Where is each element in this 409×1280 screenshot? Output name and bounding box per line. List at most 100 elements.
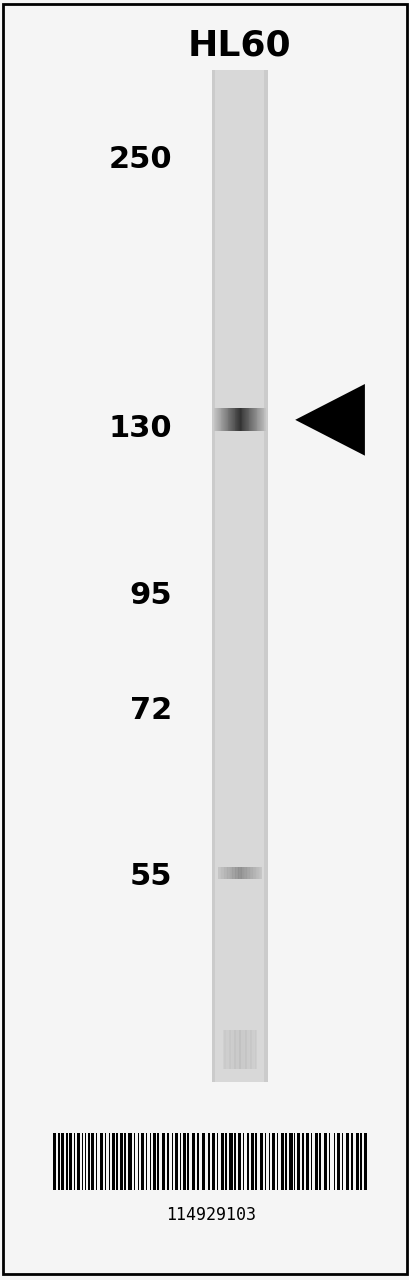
Bar <box>252 1030 253 1069</box>
Bar <box>228 867 229 879</box>
Bar <box>226 408 227 431</box>
Bar <box>248 867 249 879</box>
Bar <box>235 1030 236 1069</box>
Bar <box>235 867 236 879</box>
Bar <box>258 408 260 431</box>
Polygon shape <box>294 384 364 456</box>
Bar <box>53 1133 56 1190</box>
Bar <box>242 408 243 431</box>
Bar <box>215 408 216 431</box>
Bar <box>241 867 243 879</box>
Bar <box>238 867 239 879</box>
Bar <box>222 408 223 431</box>
Bar <box>124 1133 126 1190</box>
Bar <box>233 1030 234 1069</box>
Bar <box>319 1133 320 1190</box>
Bar <box>162 1133 165 1190</box>
Bar <box>220 408 221 431</box>
Bar <box>232 1030 233 1069</box>
Bar <box>276 1133 278 1190</box>
Bar <box>228 408 229 431</box>
Bar <box>243 408 244 431</box>
Bar <box>239 408 240 431</box>
Bar <box>310 1133 311 1190</box>
Bar <box>249 408 250 431</box>
Bar <box>91 1133 94 1190</box>
Bar <box>137 1133 139 1190</box>
Bar <box>263 70 267 1082</box>
Bar <box>166 1133 168 1190</box>
Bar <box>247 867 248 879</box>
Bar <box>258 867 259 879</box>
Bar <box>182 1133 185 1190</box>
Bar <box>236 1030 237 1069</box>
Bar <box>253 867 254 879</box>
Bar <box>260 408 261 431</box>
Bar <box>255 408 256 431</box>
Bar <box>225 408 226 431</box>
Bar <box>252 408 254 431</box>
Bar <box>231 867 232 879</box>
Bar <box>289 1133 292 1190</box>
Bar <box>262 408 263 431</box>
Text: 130: 130 <box>108 415 172 443</box>
Bar <box>196 1133 198 1190</box>
Bar <box>363 1133 366 1190</box>
Bar <box>241 1030 242 1069</box>
Bar <box>247 408 248 431</box>
Bar <box>252 867 253 879</box>
Bar <box>241 1030 242 1069</box>
Bar <box>324 1133 326 1190</box>
Bar <box>96 1133 97 1190</box>
Bar <box>248 408 249 431</box>
Bar <box>250 408 251 431</box>
Bar <box>213 408 214 431</box>
Bar <box>231 1030 232 1069</box>
Bar <box>238 867 239 879</box>
Bar <box>247 1133 248 1190</box>
Bar <box>263 408 264 431</box>
Bar <box>236 867 237 879</box>
Bar <box>229 408 231 431</box>
Bar <box>255 1133 256 1190</box>
Bar <box>229 1133 232 1190</box>
Bar <box>245 408 247 431</box>
Bar <box>241 867 242 879</box>
Bar <box>237 1030 238 1069</box>
Bar <box>254 1030 255 1069</box>
Bar <box>261 408 262 431</box>
Bar <box>233 867 234 879</box>
Bar <box>218 408 219 431</box>
Text: 250: 250 <box>108 146 172 174</box>
Bar <box>229 1030 230 1069</box>
Bar <box>171 1133 173 1190</box>
Bar <box>248 1030 249 1069</box>
Bar <box>250 1030 251 1069</box>
Bar <box>220 1133 223 1190</box>
Bar <box>238 408 239 431</box>
Bar <box>219 408 220 431</box>
Bar <box>223 1030 224 1069</box>
Bar <box>264 1133 266 1190</box>
Bar <box>264 408 265 431</box>
Bar <box>241 408 242 431</box>
Bar <box>255 867 256 879</box>
Bar <box>225 867 226 879</box>
Bar <box>259 1133 263 1190</box>
Bar <box>250 867 251 879</box>
Bar <box>239 1030 240 1069</box>
Bar <box>243 1030 244 1069</box>
Bar <box>230 1030 231 1069</box>
Bar <box>243 867 244 879</box>
Bar <box>251 867 252 879</box>
Bar <box>229 867 230 879</box>
Text: HL60: HL60 <box>188 28 291 63</box>
Bar <box>85 1133 86 1190</box>
Bar <box>237 867 238 879</box>
Bar <box>224 408 225 431</box>
Bar <box>246 408 247 431</box>
Bar <box>250 1133 253 1190</box>
Bar <box>252 408 253 431</box>
Bar <box>333 1133 334 1190</box>
Bar <box>297 1133 300 1190</box>
